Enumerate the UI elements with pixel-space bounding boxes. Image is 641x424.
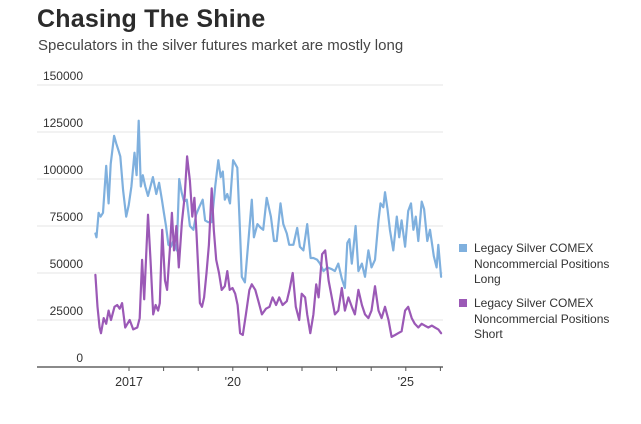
series-lines <box>94 119 443 338</box>
x-tick-label: '25 <box>398 375 414 389</box>
chart-title: Chasing The Shine <box>37 5 266 33</box>
legend-label-line: Noncommercial Positions <box>474 311 610 326</box>
legend-label-line: Long <box>474 272 501 286</box>
legend-label-line: Short <box>474 327 503 341</box>
x-axis: 2017 '20 '25 <box>37 366 443 389</box>
y-tick-label: 125000 <box>43 116 83 130</box>
y-tick-label: 150000 <box>43 69 83 83</box>
x-tick-label: 2017 <box>115 375 143 389</box>
legend-label-line: Legacy Silver COMEX <box>474 241 594 255</box>
legend-swatch-short <box>459 299 467 307</box>
y-tick-label: 50000 <box>50 257 84 271</box>
legend-label-short: Legacy Silver COMEX Noncommercial Positi… <box>474 296 639 343</box>
y-tick-label: 25000 <box>50 304 84 318</box>
legend-label-line: Legacy Silver COMEX <box>474 296 594 310</box>
legend-swatch-long <box>459 244 467 252</box>
gridlines <box>37 84 443 321</box>
y-tick-label: 0 <box>76 351 83 365</box>
y-axis-ticks: 0 25000 50000 75000 100000 125000 150000 <box>43 69 83 365</box>
x-tick-label: '20 <box>225 375 241 389</box>
y-tick-label: 75000 <box>50 210 84 224</box>
y-tick-label: 100000 <box>43 163 83 177</box>
series-line-short <box>94 155 443 338</box>
chart-subtitle: Speculators in the silver futures market… <box>38 37 404 54</box>
legend-label-line: Noncommercial Positions <box>474 256 610 271</box>
series-line-long <box>94 119 443 290</box>
legend-label-long: Legacy Silver COMEX Noncommercial Positi… <box>474 241 639 288</box>
